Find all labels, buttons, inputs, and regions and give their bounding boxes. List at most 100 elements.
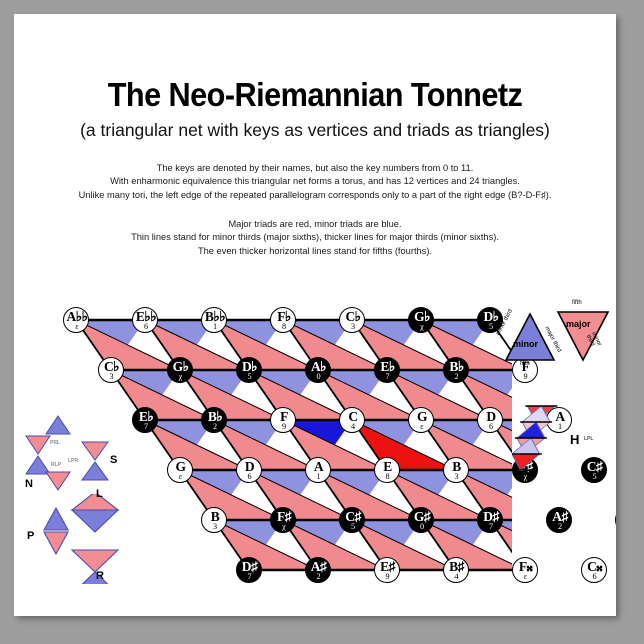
tonnetz-vertex[interactable]: F♭ 8 [270, 307, 296, 333]
tonnetz-vertex[interactable]: E♭♭ 6 [132, 307, 158, 333]
tonnetz-vertex[interactable]: D♭ 5 [235, 357, 262, 383]
legend-major-label: major [566, 319, 591, 329]
minor-third-line [144, 319, 249, 371]
vertex-key-number: ε [75, 322, 79, 331]
p-label: P [27, 530, 35, 542]
vertex-key-number: χ [282, 522, 286, 531]
vertex-key-name: G♯ [413, 508, 431, 524]
minor-third-line [386, 469, 491, 521]
tonnetz-vertex[interactable]: C♯ 5 [580, 457, 607, 483]
vertex-key-number: 5 [488, 322, 494, 331]
vertex-key-number: 4 [350, 422, 356, 431]
vertex-key-name: A♯ [310, 558, 327, 574]
vertex-key-number: 8 [385, 472, 390, 481]
vertex-key-number: 2 [212, 422, 218, 431]
vertex-key-name: F♭ [277, 308, 291, 324]
minor-third-line [386, 369, 491, 421]
l-major-triangle-icon [70, 491, 120, 511]
r-minor-triangle-icon [70, 571, 120, 595]
tonnetz-vertex[interactable]: D♯ 7 [235, 557, 262, 583]
vertex-key-number: 2 [316, 572, 321, 581]
tonnetz-vertex[interactable]: A♯ 2 [304, 557, 331, 583]
tonnetz-vertex[interactable]: G♭ χ [408, 307, 434, 333]
vertex-key-name: C♭ [345, 308, 361, 324]
tonnetz-vertex[interactable]: A♯ 2 [546, 507, 572, 533]
para2-line1: Major triads are red, minor triads are b… [228, 219, 402, 229]
tonnetz-vertex[interactable]: B♭ 2 [201, 407, 227, 433]
vertex-key-number: 6 [592, 572, 597, 581]
minor-third-line [489, 519, 512, 532]
vertex-key-number: 3 [454, 472, 459, 481]
p-major-triangle-icon [43, 531, 69, 556]
vertex-key-name: D♭ [241, 358, 258, 374]
tonnetz-vertex[interactable]: G♯ 0 [408, 507, 434, 533]
prl-label: PRL [50, 440, 60, 446]
vertex-key-name: C [348, 408, 358, 424]
tonnetz-vertex[interactable]: E♭ 7 [132, 407, 158, 433]
vertex-key-number: 7 [488, 522, 494, 531]
tonnetz-vertex[interactable]: C♭ 3 [97, 357, 124, 383]
tonnetz-vertex[interactable]: B♭ 2 [442, 357, 469, 383]
tonnetz-vertex[interactable]: A♭ 0 [304, 357, 331, 383]
description-paragraph-2: Major triads are red, minor triads are b… [14, 218, 616, 258]
minor-third-line [489, 419, 512, 432]
rlp-major-triangle-icon [45, 471, 71, 491]
vertex-key-number: χ [420, 322, 424, 331]
minor-third-line [455, 369, 512, 398]
vertex-key-number: 1 [557, 422, 563, 431]
tonnetz-vertex[interactable]: E♯9 [615, 507, 616, 533]
minor-third-line [282, 419, 387, 471]
hex-tri-7 [510, 453, 541, 471]
tonnetz-vertex[interactable]: E♯9 [373, 557, 400, 583]
major-triad-triangle [421, 420, 512, 470]
tonnetz-vertex[interactable]: C𝄪 6 [580, 557, 607, 583]
page-subtitle: (a triangular net with keys as vertices … [80, 120, 550, 140]
tonnetz-vertex[interactable]: D♯ 7 [477, 507, 503, 533]
tonnetz-vertex[interactable]: C♭ 3 [339, 307, 365, 333]
vertex-key-number: ε [178, 472, 183, 481]
tonnetz-vertex[interactable]: G♭ χ [166, 357, 193, 383]
rlp-label: RLP [51, 462, 61, 468]
vertex-key-name: A [313, 458, 324, 474]
minor-third-line [455, 469, 512, 498]
tonnetz-vertex[interactable]: E♭ 7 [373, 357, 400, 383]
lpr-minor-triangle-icon [81, 461, 109, 481]
vertex-key-number: 0 [419, 522, 425, 531]
poster-canvas: The Neo-Riemannian Tonnetz (a triangular… [14, 14, 616, 616]
major-triad-triangle [421, 320, 512, 370]
legend-fifth-top: fifth [572, 300, 582, 306]
minor-third-line [248, 469, 353, 521]
vertex-key-name: G [175, 458, 186, 474]
minor-third-line [213, 419, 318, 471]
tonnetz-vertex[interactable]: F𝄪 ε [511, 557, 538, 583]
minor-third-line [420, 519, 512, 565]
triad-color-legend: minor major fifth fifth minor third majo… [495, 298, 612, 370]
vertex-key-number: 5 [247, 372, 252, 381]
tonnetz-lattice-svg [75, 318, 512, 572]
tonnetz-vertex[interactable]: D♭ 5 [477, 307, 503, 333]
vertex-key-name: D [486, 408, 496, 424]
tonnetz-vertex[interactable]: B♯ 4 [442, 557, 469, 583]
tonnetz-vertex[interactable]: F♯χ [270, 507, 296, 533]
vertex-key-number: 4 [454, 572, 459, 581]
tonnetz-vertex[interactable]: A♭♭ ε [63, 307, 89, 333]
major-triangle-icon [556, 311, 610, 362]
south-label: S [110, 454, 118, 466]
rlp-minor-triangle-icon [25, 455, 51, 475]
tonnetz-vertex[interactable]: C♯ 5 [339, 507, 365, 533]
tonnetz-vertex[interactable]: B♭♭ 1 [201, 307, 227, 333]
vertex-key-name: F [280, 408, 288, 424]
h-label: H [570, 432, 580, 447]
